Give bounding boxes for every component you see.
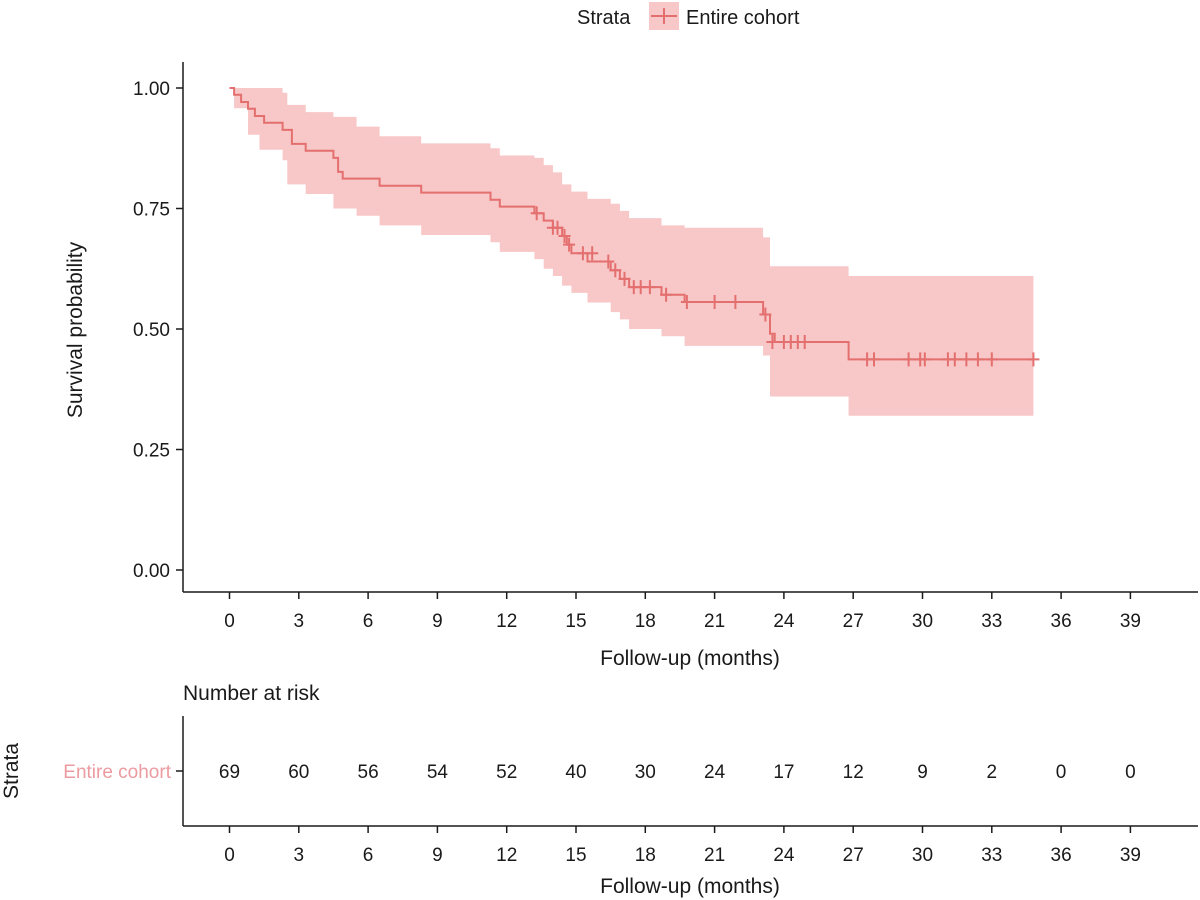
risk-x-tick-label: 21 <box>704 845 725 866</box>
x-tick-label: 24 <box>773 611 795 632</box>
y-tick-label: 0.00 <box>133 561 170 582</box>
x-tick-label: 27 <box>843 611 864 632</box>
risk-x-tick-label: 33 <box>981 845 1002 866</box>
censor-mark <box>759 307 772 322</box>
censor-mark <box>563 237 576 252</box>
plot-area <box>229 87 1040 416</box>
x-tick-label: 18 <box>635 611 656 632</box>
censor-mark <box>530 206 543 221</box>
risk-x-axis-title: Follow-up (months) <box>600 875 780 898</box>
risk-count: 17 <box>773 762 794 783</box>
risk-x-tick-label: 27 <box>843 845 864 866</box>
censor-marks <box>530 206 1040 367</box>
censor-mark <box>902 352 915 367</box>
censor-mark <box>586 246 599 261</box>
confidence-band <box>229 88 1034 416</box>
risk-x-tick-label: 36 <box>1051 845 1072 866</box>
risk-count: 9 <box>917 762 928 783</box>
censor-mark <box>1027 352 1040 367</box>
risk-x-tick-label: 24 <box>773 845 795 866</box>
censor-mark <box>708 295 721 309</box>
survival-curve <box>229 87 1034 361</box>
censor-mark <box>918 352 931 367</box>
y-tick-label: 0.75 <box>133 200 170 221</box>
risk-count: 2 <box>987 762 998 783</box>
risk-count: 30 <box>635 762 656 783</box>
censor-mark <box>660 287 673 302</box>
censor-mark <box>602 254 615 269</box>
censor-mark <box>551 220 564 235</box>
risk-x-tick-label: 12 <box>496 845 517 866</box>
y-axis-title: Survival probability <box>64 241 87 418</box>
censor-mark <box>985 352 998 367</box>
y-axis-ticks: 0.00 0.25 0.50 0.75 1.00 <box>133 79 183 582</box>
risk-count: 24 <box>704 762 726 783</box>
x-tick-label: 12 <box>496 611 517 632</box>
censor-mark <box>680 295 693 309</box>
censor-mark <box>558 229 571 243</box>
risk-count: 0 <box>1056 762 1067 783</box>
y-tick-label: 1.00 <box>133 79 170 100</box>
censor-mark <box>766 335 779 349</box>
risk-table-y-title: Strata <box>0 743 23 799</box>
x-tick-label: 9 <box>432 611 443 632</box>
x-tick-label: 33 <box>981 611 1002 632</box>
censor-mark <box>948 352 961 367</box>
x-tick-label: 3 <box>294 611 305 632</box>
risk-x-tick-label: 15 <box>565 845 586 866</box>
risk-x-tick-label: 3 <box>294 845 305 866</box>
censor-mark <box>643 280 656 295</box>
risk-x-tick-label: 30 <box>912 845 933 866</box>
legend-entry: Entire cohort <box>686 7 800 29</box>
x-axis-ticks: 0 3 6 9 12 15 18 21 24 27 30 33 36 39 <box>224 592 1141 632</box>
x-axis-title: Follow-up (months) <box>600 647 780 670</box>
x-tick-label: 0 <box>224 611 235 632</box>
censor-mark <box>960 352 973 367</box>
censor-mark <box>971 352 984 367</box>
risk-table: Number at risk Entire cohort Strata 69 60… <box>0 682 1198 898</box>
x-tick-label: 36 <box>1051 611 1072 632</box>
risk-x-tick-label: 0 <box>224 845 235 866</box>
censor-mark <box>798 335 811 349</box>
risk-count: 69 <box>219 762 240 783</box>
x-tick-label: 15 <box>565 611 586 632</box>
risk-stratum-label: Entire cohort <box>63 762 171 783</box>
risk-table-title: Number at risk <box>183 682 320 705</box>
legend: Strata Entire cohort <box>577 2 800 30</box>
risk-count: 0 <box>1125 762 1136 783</box>
x-tick-label: 39 <box>1120 611 1141 632</box>
risk-count: 56 <box>358 762 379 783</box>
censor-mark <box>609 263 622 278</box>
risk-counts: 69 60 56 54 52 40 30 24 17 12 9 2 0 0 <box>219 762 1136 783</box>
risk-x-tick-label: 9 <box>432 845 443 866</box>
censor-mark <box>729 295 742 309</box>
x-tick-label: 30 <box>912 611 933 632</box>
risk-x-tick-label: 18 <box>635 845 656 866</box>
risk-count: 12 <box>843 762 864 783</box>
risk-count: 54 <box>427 762 449 783</box>
x-tick-label: 21 <box>704 611 725 632</box>
censor-mark <box>868 352 880 367</box>
y-tick-label: 0.25 <box>133 441 170 462</box>
censor-mark <box>618 271 631 286</box>
risk-count: 40 <box>565 762 586 783</box>
risk-count: 52 <box>496 762 517 783</box>
legend-title: Strata <box>577 7 631 29</box>
risk-x-tick-label: 6 <box>363 845 374 866</box>
risk-count: 60 <box>288 762 309 783</box>
risk-x-axis-ticks: 0 3 6 9 12 15 18 21 24 27 30 33 36 39 <box>224 826 1141 866</box>
y-tick-label: 0.50 <box>133 320 170 341</box>
x-tick-label: 6 <box>363 611 374 632</box>
risk-x-tick-label: 39 <box>1120 845 1141 866</box>
